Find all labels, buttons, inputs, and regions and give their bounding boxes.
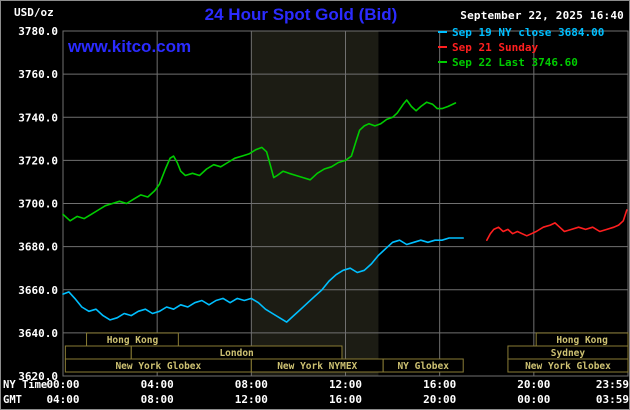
y-tick-label: 3720.0 [18, 154, 58, 167]
series-line-1 [485, 209, 628, 241]
series-line-2 [62, 99, 457, 222]
legend-item: Sep 22 Last 3746.60 [438, 55, 604, 69]
x-tick-label: 00:00 [46, 378, 79, 391]
session-box [507, 358, 629, 373]
x-axis-ny-time-label: NY Time [3, 379, 48, 391]
x-tick-label: 16:00 [329, 393, 362, 406]
legend: Sep 19 NY close 3684.00 Sep 21 Sunday Sep … [438, 25, 604, 69]
x-axis-gmt-label: GMT [3, 394, 22, 406]
x-tick-label: 20:00 [423, 393, 456, 406]
x-tick-label: 08:00 [235, 378, 268, 391]
legend-item: Sep 19 NY close 3684.00 [438, 25, 604, 39]
y-tick-label: 3680.0 [18, 241, 58, 254]
legend-marker [438, 31, 447, 33]
x-tick-label: 00:00 [517, 393, 550, 406]
session-label: Sydney [551, 348, 586, 359]
legend-item: Sep 21 Sunday [438, 40, 604, 54]
x-tick-label: 08:00 [141, 393, 174, 406]
session-label: New York NYMEX [277, 361, 357, 372]
session-label: New York Globex [525, 361, 611, 372]
y-tick-label: 3760.0 [18, 68, 58, 81]
x-tick-label: 16:00 [423, 378, 456, 391]
y-tick-label: 3780.0 [18, 25, 58, 38]
y-tick-label: 3660.0 [18, 284, 58, 297]
y-tick-label: 3640.0 [18, 327, 58, 340]
legend-label: Sep 19 NY close 3684.00 [452, 25, 605, 39]
x-tick-label: 20:00 [517, 378, 550, 391]
x-tick-label: 23:59 [596, 378, 629, 391]
legend-marker [438, 61, 447, 63]
session-label: London [219, 348, 253, 359]
x-tick-label: 04:00 [46, 393, 79, 406]
series-line-0 [62, 237, 465, 323]
x-tick-label: 03:59 [596, 393, 629, 406]
session-box [64, 345, 132, 360]
y-tick-label: 3700.0 [18, 198, 58, 211]
legend-label: Sep 21 Sunday [452, 40, 539, 54]
session-label: Hong Kong [556, 335, 608, 346]
x-tick-label: 12:00 [235, 393, 268, 406]
session-label: NY Globex [397, 361, 449, 372]
x-tick-label: 04:00 [141, 378, 174, 391]
kitco-watermark-link[interactable]: www.kitco.com [68, 37, 192, 56]
y-tick-label: 3740.0 [18, 111, 58, 124]
plot-border [62, 30, 629, 377]
legend-label: Sep 22 Last 3746.60 [452, 55, 578, 69]
y-axis-units-label: USD/oz [14, 6, 54, 19]
session-label: Hong Kong [107, 335, 159, 346]
y-tick-label: 3620.0 [18, 370, 58, 383]
chart-datetime: September 22, 2025 16:40 [460, 9, 624, 22]
session-box [382, 358, 464, 373]
legend-marker [438, 46, 447, 48]
session-label: New York Globex [115, 361, 201, 372]
chart-title: 24 Hour Spot Gold (Bid) [204, 5, 398, 24]
x-tick-label: 12:00 [329, 378, 362, 391]
